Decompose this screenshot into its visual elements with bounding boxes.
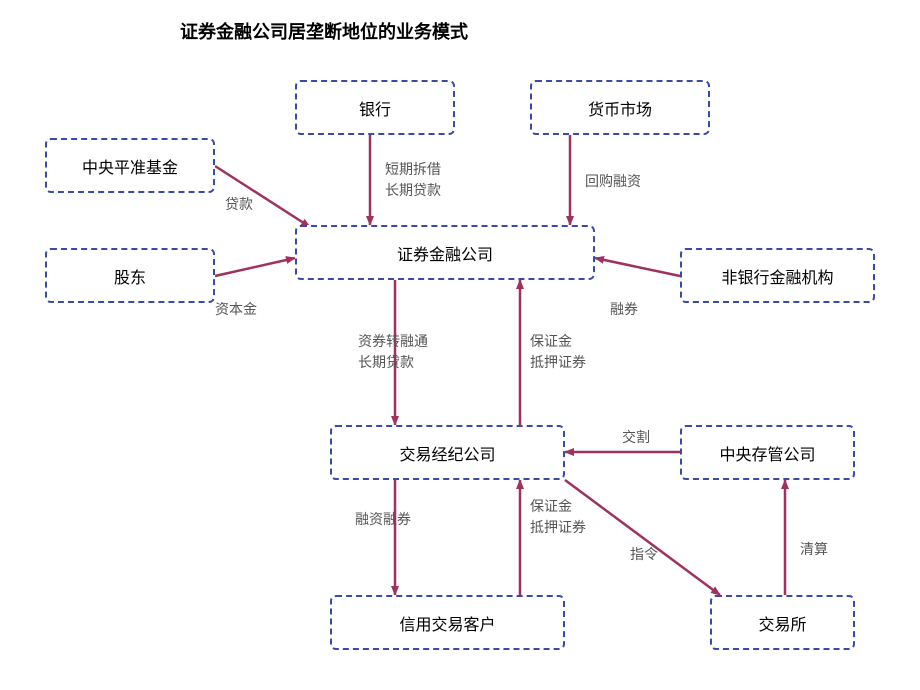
node-money_mkt: 货币市场: [530, 80, 710, 135]
edge-label-5: 资券转融通 长期贷款: [358, 332, 428, 374]
node-sfc: 证券金融公司: [295, 225, 595, 280]
node-customer: 信用交易客户: [330, 595, 565, 650]
edge-broker-to-exchange: [565, 480, 720, 595]
edge-label-1: 回购融资: [585, 172, 641, 193]
node-fund: 中央平准基金: [45, 138, 215, 193]
edge-label-11: 清算: [800, 540, 828, 561]
edge-label-2: 贷款: [225, 195, 253, 216]
edge-nonbank-to-sfc: [595, 258, 680, 276]
node-shareholder: 股东: [45, 248, 215, 303]
edge-shareholder-to-sfc: [215, 258, 295, 276]
diagram-title: 证券金融公司居垄断地位的业务模式: [180, 18, 468, 44]
arrow-layer: [0, 0, 920, 690]
edge-label-4: 融券: [610, 300, 638, 321]
edge-label-9: 保证金 抵押证券: [530, 497, 586, 539]
node-bank: 银行: [295, 80, 455, 135]
edge-label-10: 指令: [630, 545, 658, 566]
edge-label-7: 交割: [622, 428, 650, 449]
node-broker: 交易经纪公司: [330, 425, 565, 480]
node-exchange: 交易所: [710, 595, 855, 650]
node-nonbank: 非银行金融机构: [680, 248, 875, 303]
edge-label-8: 融资融券: [355, 510, 411, 531]
node-custody: 中央存管公司: [680, 425, 855, 480]
edge-label-6: 保证金 抵押证券: [530, 332, 586, 374]
edge-label-3: 资本金: [215, 300, 257, 321]
edge-label-0: 短期拆借 长期贷款: [385, 160, 441, 202]
